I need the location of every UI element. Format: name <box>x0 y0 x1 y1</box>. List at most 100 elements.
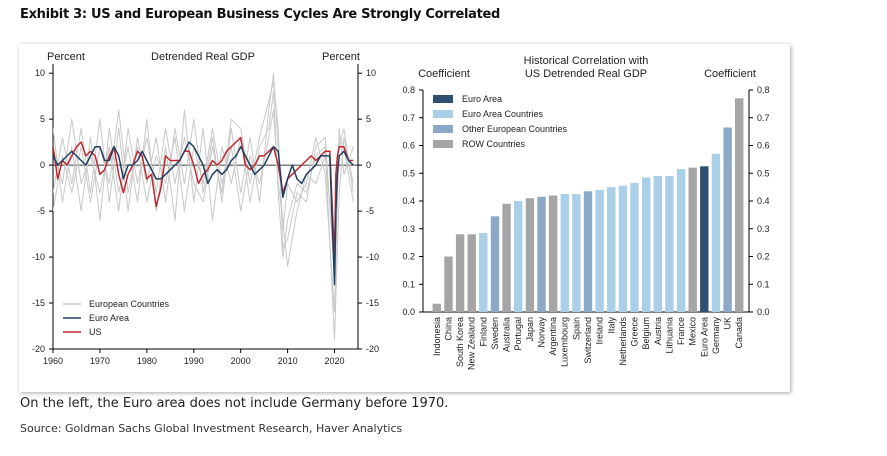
y-tick-label-left: -20 <box>32 344 45 354</box>
bar-luxembourg <box>560 194 569 312</box>
bar-category-label: Mexico <box>688 317 698 346</box>
legend-label: Euro Area <box>89 313 129 323</box>
y-tick-label-right: 10 <box>366 68 376 78</box>
bar-legend-label: ROW Countries <box>462 139 526 149</box>
bar-argentina <box>548 195 558 312</box>
bar-category-label: Belgium <box>641 317 651 350</box>
european-country-series <box>53 109 354 267</box>
bar-category-label: Indonesia <box>432 317 442 356</box>
x-tick-label: 1980 <box>137 356 157 366</box>
bar-greece <box>630 183 639 312</box>
source-note: Source: Goldman Sachs Global Investment … <box>20 422 403 435</box>
bar-y-tick-label-left: 0.8 <box>402 85 415 95</box>
bar-category-label: Sweden <box>490 317 500 350</box>
bar-sweden <box>490 216 500 312</box>
bar-category-label: Greece <box>630 317 640 347</box>
bar-category-label: Spain <box>571 317 581 340</box>
bar-y-tick-label-right: 0.1 <box>757 279 770 289</box>
bar-italy <box>607 187 616 312</box>
right-chart-title-line1: Historical Correlation with <box>524 55 649 67</box>
y-tick-label-left: 5 <box>40 114 45 124</box>
bar-austria <box>653 176 662 312</box>
bar-portugal <box>514 201 523 312</box>
bar-y-tick-label-right: 0.7 <box>757 113 770 123</box>
bar-y-tick-label-left: 0.3 <box>402 224 415 234</box>
bar-y-tick-label-right: 0.5 <box>757 168 770 178</box>
bar-belgium <box>642 177 651 312</box>
bar-legend-swatch <box>433 95 453 103</box>
bar-australia <box>502 203 511 312</box>
european-country-series <box>53 91 354 341</box>
bar-new-zealand <box>467 234 476 312</box>
right-ylabel-right: Coefficient <box>704 68 756 80</box>
bar-uk <box>723 127 732 312</box>
bar-category-label: Canada <box>734 317 744 349</box>
bar-legend-label: Euro Area <box>462 94 502 104</box>
bar-category-label: Luxembourg <box>560 317 570 367</box>
bar-category-label: Portugal <box>513 317 523 351</box>
bar-y-tick-label-right: 0.6 <box>757 141 770 151</box>
bar-category-label: France <box>676 317 686 345</box>
exhibit-title: Exhibit 3: US and European Business Cycl… <box>20 7 501 22</box>
bar-y-tick-label-right: 0.0 <box>757 307 770 317</box>
bar-ireland <box>595 189 604 312</box>
bar-category-label: Lithuania <box>664 317 674 354</box>
bar-y-tick-label-left: 0.0 <box>402 307 415 317</box>
euro-area-series <box>53 141 354 286</box>
european-country-series <box>53 81 354 276</box>
detrended-gdp-line-chart: 10 10 5 5 0 0 -5 -5 -10 -10 -15 -15 -20 -20 1960 1970 19… <box>32 64 379 366</box>
legend-label: US <box>89 327 102 337</box>
bar-category-label: Austria <box>653 317 663 345</box>
bar-legend-swatch <box>433 140 453 148</box>
bar-y-tick-label-right: 0.2 <box>757 252 770 262</box>
bar-canada <box>735 98 744 312</box>
bar-lithuania <box>665 176 674 312</box>
x-tick-label: 2000 <box>231 356 251 366</box>
bar-france <box>676 169 686 312</box>
bar-y-tick-label-left: 0.5 <box>402 168 415 178</box>
bar-y-tick-label-right: 0.8 <box>757 85 770 95</box>
bar-y-tick-label-left: 0.1 <box>402 279 415 289</box>
y-tick-label-right: 0 <box>366 160 371 170</box>
left-ylabel-left: Percent <box>47 51 85 63</box>
right-ylabel-left: Coefficient <box>418 68 470 80</box>
bar-y-tick-label-left: 0.4 <box>402 196 415 206</box>
y-tick-label-left: -5 <box>37 206 45 216</box>
x-tick-label: 2010 <box>278 356 298 366</box>
y-tick-label-left: 10 <box>35 68 45 78</box>
legend-label: European Countries <box>89 299 170 309</box>
charts-canvas: Percent Detrended Real GDP Percent Histo… <box>32 51 770 370</box>
y-tick-label-right: -20 <box>366 344 379 354</box>
bar-category-label: Netherlands <box>618 317 628 366</box>
bar-china <box>444 256 453 312</box>
x-tick-label: 2020 <box>325 356 345 366</box>
caption: On the left, the Euro area does not incl… <box>20 396 449 411</box>
y-tick-label-left: 0 <box>40 160 45 170</box>
bar-y-tick-label-left: 0.7 <box>402 113 415 123</box>
bar-mexico <box>688 167 697 312</box>
bar-switzerland <box>583 191 593 312</box>
x-tick-label: 1970 <box>90 356 110 366</box>
chart-panel: Percent Detrended Real GDP Percent Histo… <box>19 44 790 392</box>
correlation-bar-chart: 0.8 0.8 0.7 0.7 0.6 0.6 0.5 0.5 0.4 0.4 0.3 0.3 0.2 0… <box>402 85 769 370</box>
bar-category-label: Ireland <box>595 317 605 345</box>
y-tick-label-left: -10 <box>32 252 45 262</box>
bar-category-label: China <box>443 317 453 341</box>
bar-y-tick-label-right: 0.4 <box>757 196 770 206</box>
x-tick-label: 1960 <box>43 356 63 366</box>
y-tick-label-right: -15 <box>366 298 379 308</box>
bar-germany <box>711 153 721 312</box>
bar-y-tick-label-left: 0.6 <box>402 141 415 151</box>
bar-legend-label: Euro Area Countries <box>462 109 544 119</box>
bar-category-label: Euro Area <box>699 317 709 357</box>
us-series <box>53 136 354 258</box>
bar-category-label: New Zealand <box>467 317 477 370</box>
bar-category-label: Switzerland <box>583 317 593 364</box>
bar-euro-area <box>700 166 709 312</box>
bar-legend-swatch <box>433 125 453 133</box>
bar-finland <box>479 232 488 312</box>
x-tick-label: 1990 <box>184 356 204 366</box>
bar-category-label: Argentina <box>548 317 558 356</box>
bar-category-label: Germany <box>711 317 721 355</box>
bar-category-label: South Korea <box>455 317 465 367</box>
